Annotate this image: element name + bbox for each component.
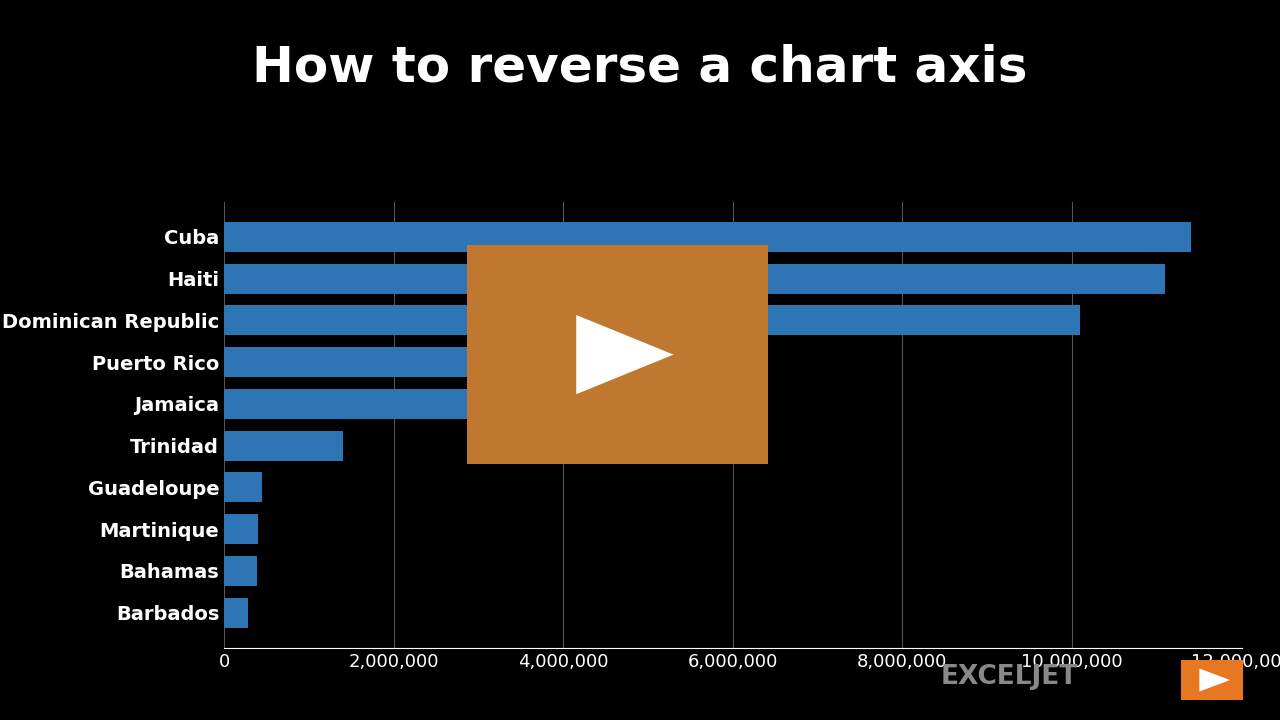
Bar (224, 389, 470, 419)
Text: How to reverse a chart axis: How to reverse a chart axis (252, 43, 1028, 91)
Bar (224, 431, 343, 461)
Bar (224, 305, 1080, 336)
Bar (224, 514, 259, 544)
Bar (224, 556, 257, 586)
Bar (224, 598, 248, 628)
Text: EXCELJET: EXCELJET (941, 664, 1078, 690)
Bar (224, 222, 1190, 252)
Bar (224, 472, 262, 503)
Bar (224, 347, 538, 377)
Bar (224, 264, 1165, 294)
